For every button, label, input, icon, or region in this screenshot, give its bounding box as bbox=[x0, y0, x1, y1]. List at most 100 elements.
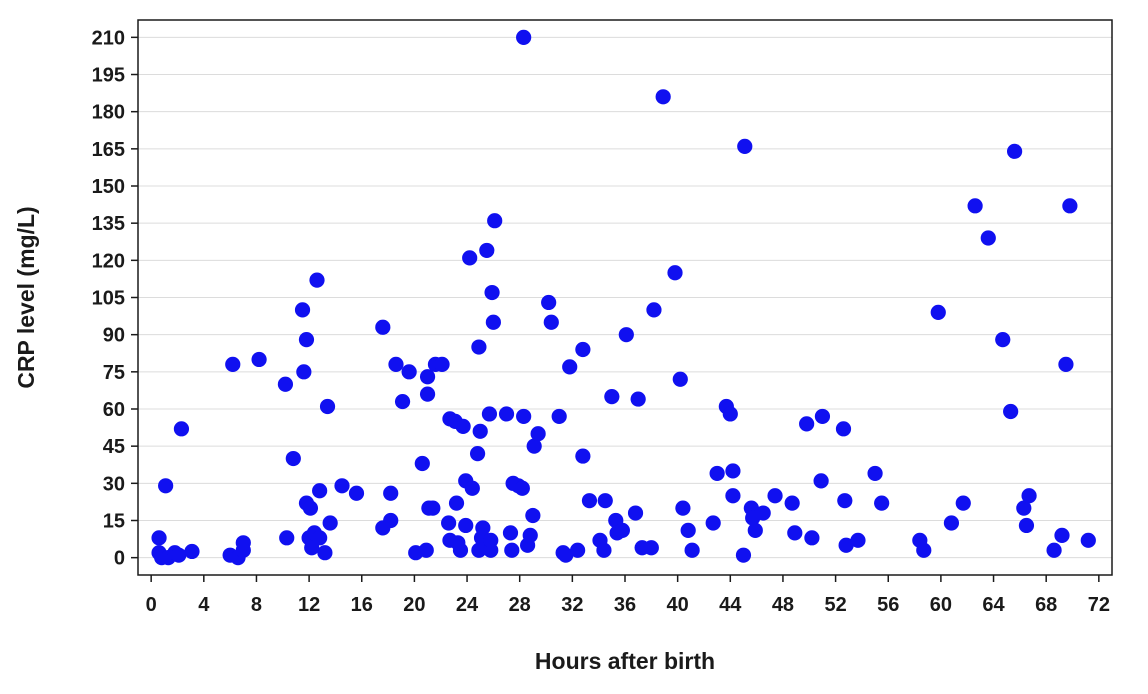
data-point bbox=[725, 488, 741, 504]
y-axis-title: CRP level (mg/L) bbox=[13, 206, 39, 388]
data-point bbox=[955, 495, 971, 511]
data-point bbox=[309, 272, 325, 288]
data-point bbox=[388, 356, 404, 372]
data-point bbox=[597, 493, 613, 509]
data-point bbox=[485, 314, 501, 330]
data-point bbox=[1080, 532, 1096, 548]
y-tick-label: 180 bbox=[92, 102, 125, 124]
data-point bbox=[334, 478, 350, 494]
data-point bbox=[995, 332, 1011, 348]
data-point bbox=[1054, 527, 1070, 543]
data-point bbox=[570, 542, 586, 558]
y-tick-label: 15 bbox=[103, 510, 125, 532]
data-point bbox=[672, 371, 688, 387]
x-tick-label: 72 bbox=[1088, 594, 1110, 616]
data-point bbox=[581, 493, 598, 509]
data-point bbox=[643, 540, 659, 556]
data-point bbox=[1016, 500, 1032, 516]
data-point bbox=[348, 485, 365, 501]
data-point bbox=[469, 445, 486, 462]
data-point bbox=[755, 505, 771, 521]
data-point bbox=[804, 530, 820, 546]
data-point bbox=[383, 485, 399, 501]
data-point bbox=[322, 515, 338, 531]
data-point bbox=[541, 294, 557, 311]
data-point bbox=[837, 493, 853, 509]
data-point bbox=[814, 408, 831, 425]
data-point bbox=[173, 421, 190, 437]
y-tick-label: 135 bbox=[92, 213, 125, 235]
y-tick-label: 165 bbox=[92, 139, 125, 161]
x-axis-ticks: 0 4 8 12 16 20 24 28 32 36 40 44 48 52 56 60 64 68 72 bbox=[146, 575, 1110, 616]
data-point bbox=[735, 547, 752, 563]
data-point bbox=[838, 537, 854, 553]
data-point bbox=[630, 391, 646, 407]
data-point bbox=[472, 423, 488, 439]
data-point bbox=[680, 522, 696, 539]
data-point bbox=[484, 284, 500, 301]
data-point bbox=[525, 507, 541, 524]
data-point bbox=[235, 542, 251, 558]
data-point bbox=[1058, 356, 1074, 372]
data-point bbox=[452, 542, 469, 558]
data-point bbox=[516, 408, 532, 425]
data-point bbox=[930, 304, 946, 320]
data-point bbox=[481, 406, 498, 422]
x-tick-label: 36 bbox=[614, 594, 636, 616]
data-point bbox=[151, 530, 167, 546]
data-point bbox=[522, 527, 538, 543]
data-point bbox=[1003, 403, 1019, 420]
data-point bbox=[171, 547, 187, 563]
x-tick-label: 68 bbox=[1035, 594, 1057, 616]
data-point bbox=[627, 505, 644, 521]
data-point bbox=[319, 398, 336, 415]
y-tick-label: 75 bbox=[103, 362, 125, 384]
data-point bbox=[434, 356, 450, 372]
data-point bbox=[483, 532, 499, 548]
data-point bbox=[575, 448, 591, 464]
data-point bbox=[747, 522, 763, 539]
data-point bbox=[317, 545, 333, 561]
y-tick-label: 210 bbox=[92, 27, 125, 49]
data-point bbox=[498, 406, 515, 422]
data-point bbox=[575, 341, 591, 358]
x-tick-label: 16 bbox=[351, 594, 373, 616]
data-point bbox=[543, 314, 559, 330]
data-point bbox=[1021, 488, 1037, 504]
data-point bbox=[813, 473, 829, 489]
data-point bbox=[980, 230, 996, 246]
data-point bbox=[296, 364, 312, 380]
data-point bbox=[502, 525, 519, 541]
data-point bbox=[787, 525, 803, 541]
x-tick-label: 24 bbox=[456, 594, 479, 616]
data-point bbox=[767, 488, 783, 504]
data-point bbox=[312, 483, 328, 499]
data-point bbox=[967, 198, 983, 214]
data-point bbox=[425, 500, 441, 516]
x-tick-label: 0 bbox=[146, 594, 157, 616]
y-tick-label: 90 bbox=[103, 325, 125, 347]
data-point bbox=[158, 478, 174, 494]
x-tick-label: 32 bbox=[561, 594, 583, 616]
x-axis-title: Hours after birth bbox=[535, 648, 715, 674]
data-point bbox=[1046, 542, 1062, 558]
data-point bbox=[943, 515, 960, 531]
data-point bbox=[312, 530, 328, 546]
data-point bbox=[279, 530, 295, 546]
data-point bbox=[562, 359, 578, 375]
x-tick-label: 8 bbox=[251, 594, 262, 616]
data-point bbox=[526, 438, 542, 454]
y-tick-label: 150 bbox=[92, 176, 125, 198]
y-axis-ticks: 0 15 30 45 60 75 90 105 120 135 150 165 180 195 210 bbox=[92, 27, 138, 570]
data-point bbox=[874, 495, 890, 511]
y-tick-label: 60 bbox=[103, 399, 125, 421]
data-point bbox=[302, 500, 319, 516]
data-point bbox=[277, 376, 294, 392]
data-point bbox=[916, 542, 932, 558]
data-point bbox=[551, 408, 567, 425]
x-tick-label: 52 bbox=[824, 594, 846, 616]
data-point bbox=[835, 421, 852, 437]
data-point bbox=[722, 406, 738, 422]
data-point bbox=[1018, 517, 1035, 534]
